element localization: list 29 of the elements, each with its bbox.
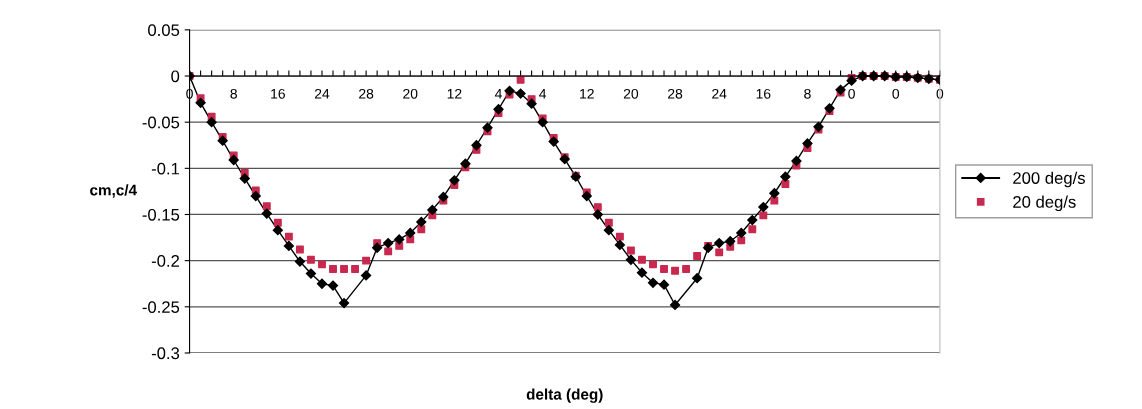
x-tick-label: 8: [804, 88, 811, 99]
y-tick-label: -0.05: [142, 116, 180, 129]
x-axis-title: delta (deg): [526, 388, 603, 403]
legend-label: 20 deg/s: [1013, 195, 1076, 212]
x-tick-label: 28: [359, 88, 374, 99]
x-tick-label: 24: [314, 88, 330, 99]
x-tick-label: 16: [756, 88, 771, 99]
y-tick-label: -0.2: [151, 255, 180, 267]
y-tick-label: 0: [171, 70, 180, 83]
x-tick-label: 20: [623, 88, 639, 99]
x-tick-label: 12: [580, 88, 594, 99]
x-tick-label: 16: [271, 88, 285, 99]
x-tick-label: 8: [230, 88, 237, 99]
x-tick-label: 24: [712, 88, 727, 99]
y-tick-label: -0.1: [151, 162, 180, 175]
y-tick-label: 0.05: [148, 24, 180, 37]
x-tick-label: 28: [668, 88, 683, 99]
y-axis-title: cm,c/4: [90, 184, 137, 198]
legend-label: 200 deg/s: [1013, 171, 1085, 188]
y-tick-label: -0.25: [142, 301, 180, 314]
x-tick-label: 0: [892, 88, 900, 99]
y-tick-label: -0.3: [151, 347, 180, 360]
y-tick-label: -0.15: [142, 208, 180, 221]
x-tick-label: 4: [539, 89, 547, 99]
x-tick-label: 12: [447, 88, 462, 99]
x-tick-label: 0: [848, 88, 855, 99]
x-tick-label: 4: [494, 89, 502, 99]
x-tick-label: 0: [936, 88, 944, 99]
x-tick-label: 20: [403, 88, 418, 99]
